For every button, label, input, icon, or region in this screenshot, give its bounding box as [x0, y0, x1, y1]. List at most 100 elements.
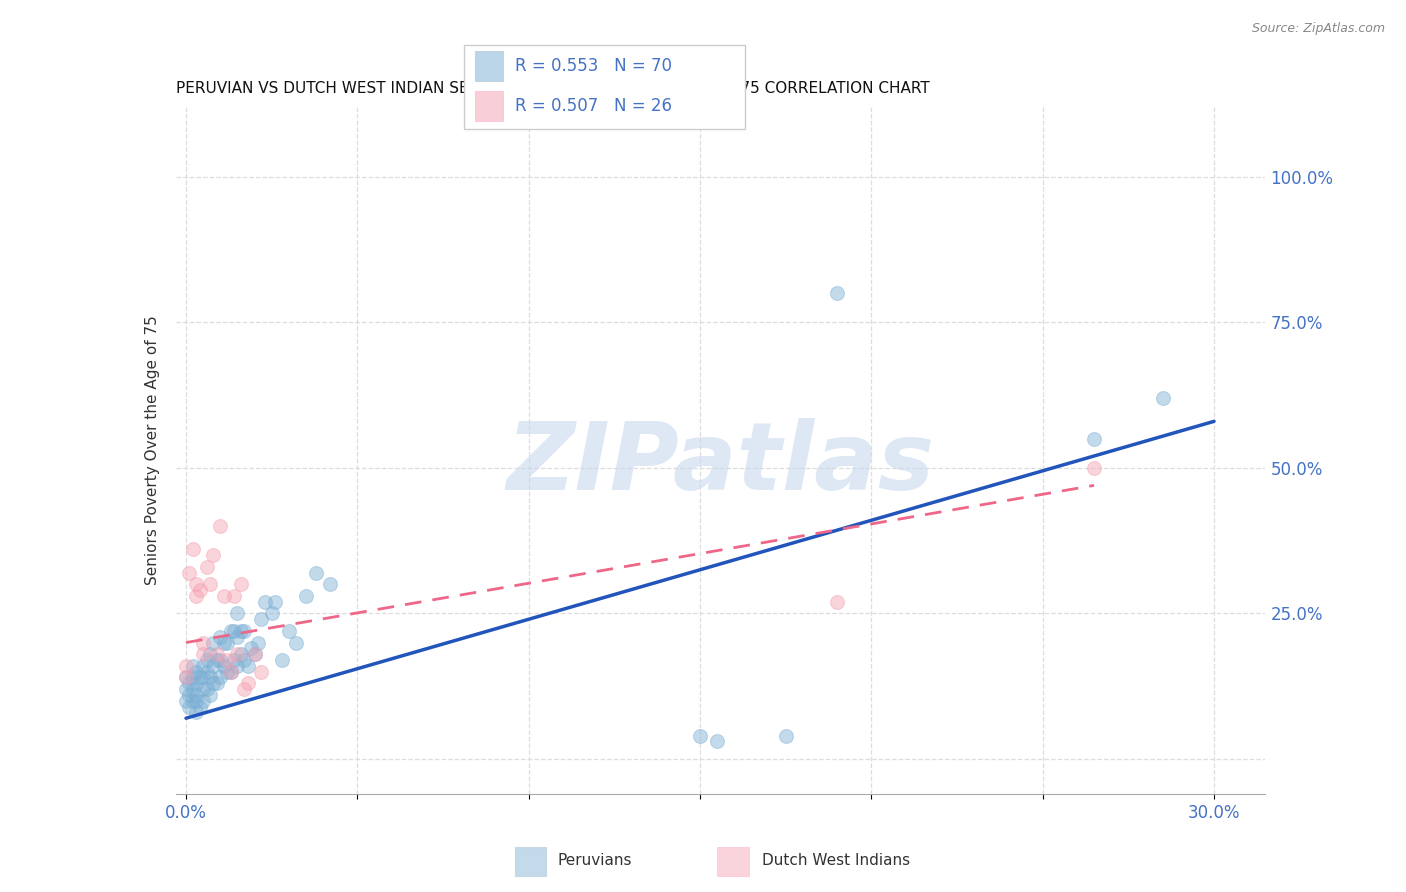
Point — [174, 670, 197, 684]
Point — [706, 734, 728, 748]
Point — [217, 635, 239, 649]
Point — [689, 729, 711, 743]
Bar — [717, 847, 748, 876]
Point — [250, 612, 273, 626]
Point — [191, 682, 214, 697]
Bar — [475, 52, 503, 81]
Point — [205, 647, 228, 661]
Point — [226, 607, 249, 621]
Point — [209, 653, 232, 667]
Point — [295, 589, 318, 603]
Point — [260, 607, 283, 621]
Point — [188, 670, 211, 684]
Point — [205, 676, 228, 690]
Point — [186, 676, 208, 690]
Point — [222, 589, 245, 603]
Point — [209, 519, 232, 533]
Point — [179, 676, 201, 690]
Point — [188, 699, 211, 714]
Point — [186, 665, 208, 679]
Bar — [475, 91, 503, 120]
Point — [236, 658, 259, 673]
Point — [186, 589, 208, 603]
Point — [233, 624, 256, 638]
Y-axis label: Seniors Poverty Over the Age of 75: Seniors Poverty Over the Age of 75 — [145, 316, 160, 585]
Point — [209, 630, 232, 644]
Point — [825, 286, 848, 301]
Point — [229, 624, 252, 638]
Point — [188, 583, 211, 598]
Point — [191, 647, 214, 661]
Point — [284, 635, 307, 649]
Point — [181, 694, 204, 708]
Point — [191, 670, 214, 684]
Point — [264, 595, 287, 609]
Text: PERUVIAN VS DUTCH WEST INDIAN SENIORS POVERTY OVER THE AGE OF 75 CORRELATION CHA: PERUVIAN VS DUTCH WEST INDIAN SENIORS PO… — [176, 81, 929, 96]
Point — [174, 682, 197, 697]
Point — [202, 676, 225, 690]
Point — [202, 548, 225, 562]
Point — [198, 647, 221, 661]
Point — [179, 699, 201, 714]
Point — [191, 635, 214, 649]
Point — [229, 647, 252, 661]
Point — [212, 658, 235, 673]
Point — [181, 670, 204, 684]
Point — [181, 658, 204, 673]
Point — [222, 624, 245, 638]
Point — [1083, 432, 1105, 446]
Point — [219, 665, 242, 679]
Point — [179, 688, 201, 702]
Point — [226, 658, 249, 673]
Point — [236, 676, 259, 690]
Point — [229, 577, 252, 591]
Text: R = 0.507   N = 26: R = 0.507 N = 26 — [515, 96, 672, 114]
Point — [253, 595, 276, 609]
Point — [222, 653, 245, 667]
Text: Source: ZipAtlas.com: Source: ZipAtlas.com — [1251, 22, 1385, 36]
Point — [226, 647, 249, 661]
Point — [217, 653, 239, 667]
Point — [277, 624, 299, 638]
Point — [191, 694, 214, 708]
Point — [198, 688, 221, 702]
Point — [198, 577, 221, 591]
Point — [202, 658, 225, 673]
Point — [212, 635, 235, 649]
Point — [186, 577, 208, 591]
Point — [217, 665, 239, 679]
Point — [174, 670, 197, 684]
Point — [219, 624, 242, 638]
Point — [246, 635, 269, 649]
Point — [250, 665, 273, 679]
Point — [195, 682, 218, 697]
Point — [186, 706, 208, 720]
Point — [198, 670, 221, 684]
Point — [174, 658, 197, 673]
Point — [195, 560, 218, 574]
Point — [219, 665, 242, 679]
Point — [1083, 461, 1105, 475]
Text: Dutch West Indians: Dutch West Indians — [762, 853, 910, 868]
Point — [775, 729, 797, 743]
Point — [233, 653, 256, 667]
Point — [226, 630, 249, 644]
Point — [305, 566, 328, 580]
Point — [1152, 391, 1174, 405]
Point — [243, 647, 266, 661]
Point — [174, 694, 197, 708]
Point — [233, 682, 256, 697]
Point — [195, 665, 218, 679]
Point — [205, 653, 228, 667]
Point — [319, 577, 342, 591]
Point — [209, 670, 232, 684]
Point — [271, 653, 294, 667]
Text: R = 0.553   N = 70: R = 0.553 N = 70 — [515, 57, 672, 75]
Point — [195, 653, 218, 667]
Point — [240, 641, 263, 656]
Point — [243, 647, 266, 661]
Point — [202, 635, 225, 649]
Point — [825, 595, 848, 609]
Text: ZIPatlas: ZIPatlas — [506, 418, 935, 510]
Point — [191, 658, 214, 673]
